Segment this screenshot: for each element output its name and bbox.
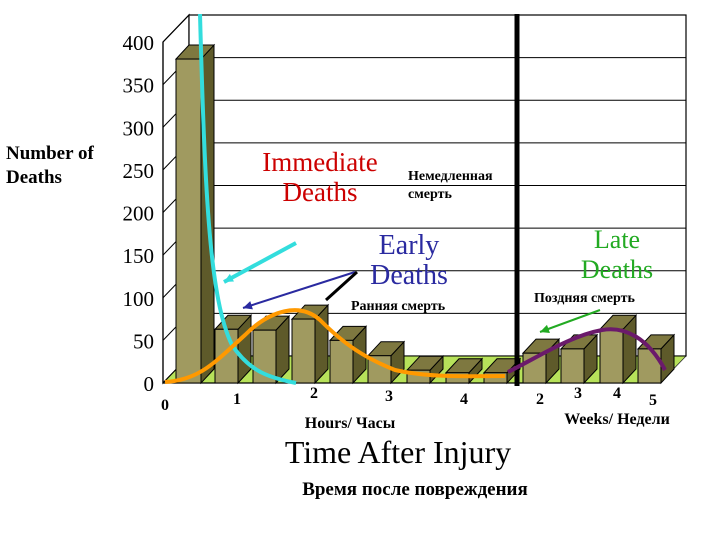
immediate-deaths-ru-label: Немедленная смерть <box>408 169 493 202</box>
week-tick-label: 5 <box>649 392 657 409</box>
y-tick-label: 200 <box>123 202 155 226</box>
hour-tick-label: 4 <box>460 391 468 408</box>
y-tick-label: 350 <box>123 74 155 98</box>
late-arrow <box>539 309 601 333</box>
bar <box>637 348 662 384</box>
immediate-deaths-label: Immediate Deaths <box>262 147 377 207</box>
immediate-arrow-head <box>224 273 234 282</box>
bar <box>599 328 624 384</box>
chart-subtitle: Время после повреждения <box>302 479 528 500</box>
y-tick-label: 150 <box>123 244 155 268</box>
y-tick-label: 0 <box>144 372 155 396</box>
late-deaths-ru-label: Поздняя смерть <box>534 291 636 306</box>
bar <box>560 348 585 384</box>
late-deaths-label: Late Deaths <box>581 225 653 284</box>
hour-tick-label: 1 <box>233 391 241 408</box>
gridline-side <box>162 14 190 43</box>
immediate-arrow <box>223 241 297 284</box>
late-arrow-head <box>540 324 550 333</box>
early-deaths-curve <box>164 308 506 384</box>
weeks-axis-label: Weeks/ Недели <box>564 411 670 428</box>
y-tick-label: 300 <box>123 116 155 140</box>
bar <box>291 318 316 384</box>
immediate-deaths-curve <box>198 13 297 385</box>
week-tick-label: 4 <box>613 385 621 402</box>
bar <box>175 58 202 384</box>
y-tick-label: 250 <box>123 159 155 183</box>
y-tick-label: 400 <box>123 31 155 55</box>
hour-tick-label: 2 <box>310 385 318 402</box>
early-deaths-label: Early Deaths <box>370 230 448 291</box>
hour-tick-label: 0 <box>161 397 169 414</box>
early-deaths-ru-label: Ранняя смерть <box>351 299 446 314</box>
y-axis-label: Number of Deaths <box>6 143 94 188</box>
hours-axis-label: Hours/ Часы <box>305 415 396 432</box>
y-tick-label: 100 <box>123 287 155 311</box>
hour-tick-label: 3 <box>385 388 393 405</box>
early-arrow-black <box>324 270 359 302</box>
week-tick-label: 3 <box>574 385 582 402</box>
early-arrow-blue <box>242 271 356 309</box>
early-arrow-blue-head <box>243 301 253 310</box>
week-tick-label: 2 <box>536 391 544 408</box>
late-deaths-curve <box>507 327 667 374</box>
chart-title: Time After Injury <box>285 434 511 470</box>
y-tick-label: 50 <box>133 329 154 353</box>
